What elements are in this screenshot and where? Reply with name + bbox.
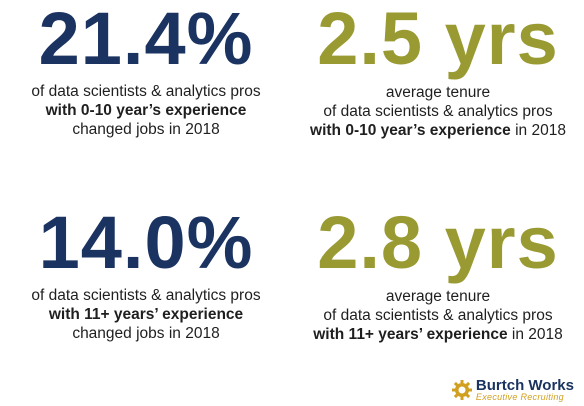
stat-line-rest: in 2018 [507,326,563,343]
stat-block-tenure-senior: 2.8 yrs average tenure of data scientist… [292,206,584,344]
stat-value: 2.8 yrs [317,201,559,284]
stat-line: of data scientists & analytics pros [323,103,553,120]
stat-block-job-change-senior: 14.0% of data scientists & analytics pro… [0,206,292,343]
stat-line-bold: with 11+ years’ experience [48,306,244,323]
logo-tagline: Executive Recruiting [475,392,564,402]
logo-name: Burtch Works [475,377,574,394]
stat-block-tenure-early: 2.5 yrs average tenure of data scientist… [292,2,584,140]
stat-line: of data scientists & analytics pros [31,287,261,304]
stat-block-job-change-early: 21.4% of data scientists & analytics pro… [0,2,292,139]
stat-line-rest: in 2018 [510,122,566,139]
stat-line-bold: with 0-10 year’s experience [310,122,511,139]
stat-line: average tenure [385,288,491,305]
stat-line: changed jobs in 2018 [72,121,220,138]
stat-value: 14.0% [38,201,254,284]
stat-line: average tenure [385,84,491,101]
stat-value: 2.5 yrs [317,0,559,80]
stat-line-bold: with 11+ years’ experience [313,326,508,343]
stat-value: 21.4% [38,0,254,80]
stat-line: of data scientists & analytics pros [31,83,261,100]
stat-line: of data scientists & analytics pros [323,307,553,324]
stat-line-bold: with 0-10 year’s experience [45,102,247,119]
stat-line: changed jobs in 2018 [72,325,220,342]
burtch-works-logo: Burtch Works Executive Recruiting [451,378,574,402]
gear-icon [451,379,473,401]
